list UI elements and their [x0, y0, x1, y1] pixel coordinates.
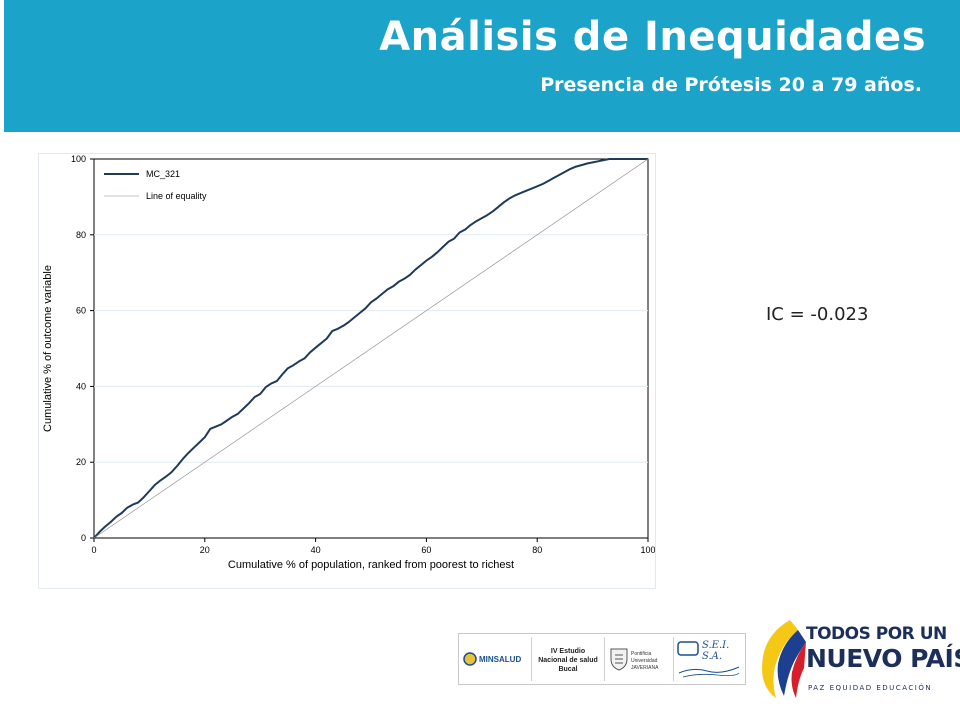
legend-label: Line of equality — [146, 191, 207, 201]
x-tick-label: 60 — [421, 545, 431, 555]
todos-por-un-nuevo-pais-logo: TODOS POR UN NUEVO PAÍS PAZ EQUIDAD EDUC… — [752, 616, 960, 700]
x-tick-label: 0 — [91, 545, 96, 555]
sei-tagline-scribble-icon — [678, 666, 740, 678]
estudio-nacional-text: IV Estudio Nacional de salud Bucal — [538, 648, 598, 673]
x-tick-label: 20 — [200, 545, 210, 555]
x-tick-label: 80 — [532, 545, 542, 555]
y-tick-label: 40 — [76, 381, 86, 391]
legend-label: MC_321 — [146, 169, 180, 179]
estudio-nacional-logo: IV Estudio Nacional de salud Bucal — [532, 637, 605, 681]
javeriana-logo: Pontificia Universidad JAVERIANA — [605, 637, 674, 681]
javeriana-shield-icon — [610, 648, 628, 671]
header-banner: Análisis de Inequidades Presencia de Pró… — [4, 0, 960, 132]
x-tick-label: 40 — [311, 545, 321, 555]
partner-logos-strip: MINSALUD IV Estudio Nacional de salud Bu… — [458, 633, 746, 685]
x-axis-label: Cumulative % of population, ranked from … — [228, 559, 514, 571]
concentration-index-label: IC = -0.023 — [766, 304, 869, 325]
sei-mark-icon — [677, 641, 699, 656]
page-title: Análisis de Inequidades — [379, 14, 926, 60]
campaign-line2: NUEVO PAÍS — [806, 644, 960, 673]
campaign-line3: PAZ EQUIDAD EDUCACIÓN — [808, 684, 933, 692]
colombia-seal-icon — [463, 652, 477, 666]
concentration-curve-chart: 0 20 40 60 80 100 0 20 40 60 80 100 Cumulative % of … — [38, 153, 656, 589]
page-subtitle: Presencia de Prótesis 20 a 79 años. — [540, 74, 922, 96]
x-tick-label: 100 — [640, 545, 655, 555]
y-axis-label: Cumulative % of outcome variable — [42, 265, 54, 432]
sei-text: S.E.I. S.A. — [702, 640, 730, 662]
y-tick-label: 100 — [71, 154, 86, 164]
y-tick-label: 20 — [76, 457, 86, 467]
chart-svg: 0 20 40 60 80 100 0 20 40 60 80 100 Cumulative % of … — [42, 154, 656, 571]
y-tick-label: 0 — [81, 533, 86, 543]
campaign-line1: TODOS POR UN — [806, 624, 947, 644]
minsalud-logo: MINSALUD — [459, 637, 532, 681]
colombia-flag-swoosh-icon — [762, 620, 806, 698]
javeriana-text: Pontificia Universidad JAVERIANA — [631, 651, 659, 671]
series-line-mc-321 — [93, 158, 648, 539]
minsalud-text: MINSALUD — [479, 655, 522, 664]
y-tick-label: 80 — [76, 230, 86, 240]
series-line-line-of-equality — [93, 158, 649, 539]
sei-logo: S.E.I. S.A. — [674, 637, 744, 681]
y-tick-label: 60 — [76, 306, 86, 316]
